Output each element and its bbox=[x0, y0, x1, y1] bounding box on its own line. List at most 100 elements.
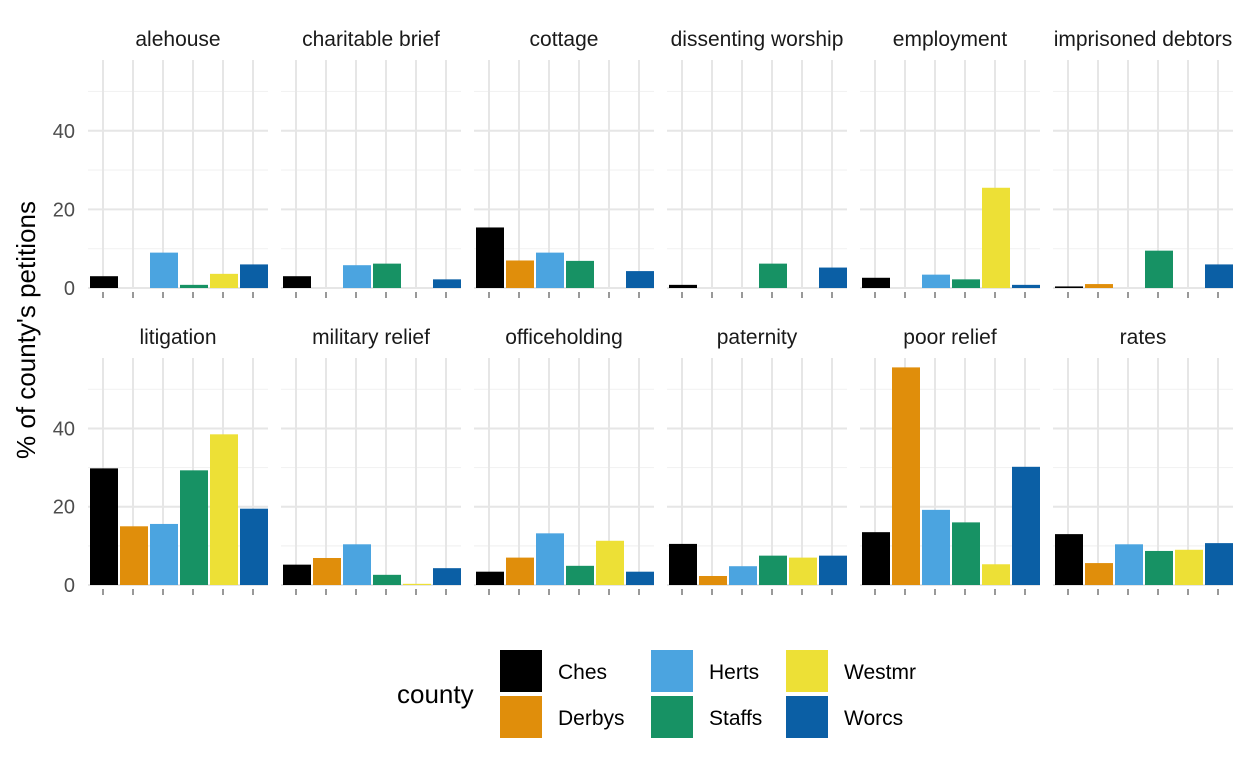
bar-paternity-ches bbox=[669, 543, 697, 585]
facet-strip-label: alehouse bbox=[135, 28, 220, 51]
y-tick-label: 0 bbox=[64, 278, 75, 300]
bar-military-relief-ches bbox=[283, 564, 311, 585]
bar-officeholding-staffs bbox=[566, 565, 594, 585]
bar-poor-relief-herts bbox=[922, 509, 950, 585]
y-tick-label: 40 bbox=[53, 121, 75, 143]
legend-label: Derbys bbox=[558, 707, 625, 730]
facet-strip-label: imprisoned debtors bbox=[1054, 28, 1233, 51]
legend-item-westmr: Westmr bbox=[786, 650, 916, 692]
legend-key bbox=[500, 696, 542, 738]
bar-litigation-westmr bbox=[210, 434, 238, 585]
facet-imprisoned-debtors: imprisoned debtors bbox=[1053, 28, 1233, 298]
legend-key bbox=[786, 650, 828, 692]
facet-paternity: paternity bbox=[667, 326, 847, 595]
bar-cottage-herts bbox=[536, 252, 564, 288]
y-tick-label: 20 bbox=[53, 497, 75, 519]
bar-charitable-brief-ches bbox=[283, 276, 311, 288]
bar-officeholding-derbys bbox=[506, 557, 534, 585]
bar-charitable-brief-herts bbox=[343, 265, 371, 288]
facet-strip-label: litigation bbox=[139, 326, 216, 349]
legend-label: Ches bbox=[558, 661, 607, 684]
facet-strip-label: officeholding bbox=[505, 326, 623, 349]
bar-paternity-worcs bbox=[819, 555, 847, 585]
legend-label: Worcs bbox=[844, 707, 903, 730]
bar-litigation-ches bbox=[90, 468, 118, 585]
bar-rates-staffs bbox=[1145, 550, 1173, 585]
bar-imprisoned-debtors-staffs bbox=[1145, 250, 1173, 288]
bar-litigation-derbys bbox=[120, 526, 148, 585]
y-axis-label: % of county's petitions bbox=[11, 201, 41, 459]
facet-dissenting-worship: dissenting worship bbox=[667, 28, 847, 298]
bar-military-relief-westmr bbox=[403, 583, 431, 585]
bar-paternity-westmr bbox=[789, 557, 817, 585]
bar-alehouse-staffs bbox=[180, 284, 208, 288]
bar-paternity-staffs bbox=[759, 555, 787, 585]
facet-strip-label: military relief bbox=[312, 326, 430, 349]
bar-employment-worcs bbox=[1012, 284, 1040, 288]
facet-military-relief: military relief bbox=[281, 326, 461, 595]
bar-dissenting-worship-ches bbox=[669, 284, 697, 288]
facet-strip-label: rates bbox=[1120, 326, 1167, 349]
legend-item-staffs: Staffs bbox=[651, 696, 762, 738]
bar-poor-relief-staffs bbox=[952, 522, 980, 585]
bar-poor-relief-ches bbox=[862, 532, 890, 585]
bar-paternity-herts bbox=[729, 566, 757, 585]
bar-charitable-brief-staffs bbox=[373, 263, 401, 288]
legend-key bbox=[786, 696, 828, 738]
bar-paternity-derbys bbox=[699, 575, 727, 585]
bar-cottage-worcs bbox=[626, 271, 654, 288]
bar-officeholding-ches bbox=[476, 571, 504, 585]
bar-poor-relief-worcs bbox=[1012, 466, 1040, 585]
facet-strip-label: poor relief bbox=[903, 326, 997, 349]
legend-item-worcs: Worcs bbox=[786, 696, 903, 738]
bar-alehouse-ches bbox=[90, 276, 118, 288]
bar-officeholding-herts bbox=[536, 533, 564, 585]
bar-rates-worcs bbox=[1205, 543, 1233, 585]
facet-officeholding: officeholding bbox=[474, 326, 654, 595]
legend-item-ches: Ches bbox=[500, 650, 607, 692]
bar-military-relief-herts bbox=[343, 544, 371, 585]
bar-litigation-staffs bbox=[180, 470, 208, 585]
bar-rates-ches bbox=[1055, 534, 1083, 585]
facet-alehouse: alehouse 0 20 40 bbox=[53, 28, 268, 300]
legend-key bbox=[651, 650, 693, 692]
facet-litigation: litigation 0 20 40 bbox=[53, 326, 268, 597]
facet-charitable-brief: charitable brief bbox=[281, 28, 461, 298]
bar-litigation-herts bbox=[150, 523, 178, 585]
bar-officeholding-worcs bbox=[626, 571, 654, 585]
facet-strip-label: cottage bbox=[530, 28, 599, 51]
bar-charitable-brief-worcs bbox=[433, 279, 461, 288]
bar-employment-ches bbox=[862, 277, 890, 288]
facet-employment: employment bbox=[860, 28, 1040, 298]
bar-military-relief-staffs bbox=[373, 574, 401, 585]
bar-officeholding-westmr bbox=[596, 540, 624, 585]
bar-imprisoned-debtors-ches bbox=[1055, 286, 1083, 288]
facet-strip-label: charitable brief bbox=[302, 28, 440, 51]
bar-military-relief-derbys bbox=[313, 557, 341, 585]
bar-employment-herts bbox=[922, 274, 950, 288]
y-tick-label: 0 bbox=[64, 575, 75, 597]
bar-military-relief-worcs bbox=[433, 568, 461, 585]
bar-alehouse-westmr bbox=[210, 273, 238, 288]
bar-dissenting-worship-worcs bbox=[819, 267, 847, 288]
bar-alehouse-worcs bbox=[240, 264, 268, 288]
bar-cottage-staffs bbox=[566, 260, 594, 288]
bar-rates-westmr bbox=[1175, 549, 1203, 585]
facet-strip-label: paternity bbox=[717, 326, 798, 349]
bar-alehouse-herts bbox=[150, 252, 178, 288]
bar-imprisoned-debtors-derbys bbox=[1085, 284, 1113, 288]
bar-imprisoned-debtors-worcs bbox=[1205, 264, 1233, 288]
bar-litigation-worcs bbox=[240, 508, 268, 585]
legend-label: Herts bbox=[709, 661, 759, 684]
legend-item-derbys: Derbys bbox=[500, 696, 625, 738]
bar-cottage-ches bbox=[476, 227, 504, 288]
y-tick-label: 40 bbox=[53, 418, 75, 440]
legend: county Ches Derbys Herts Staffs Westmr Worcs bbox=[397, 650, 916, 738]
bar-rates-derbys bbox=[1085, 563, 1113, 585]
bar-cottage-derbys bbox=[506, 260, 534, 288]
bar-poor-relief-derbys bbox=[892, 367, 920, 585]
legend-title: county bbox=[397, 679, 474, 709]
legend-key bbox=[651, 696, 693, 738]
y-tick-label: 20 bbox=[53, 199, 75, 221]
